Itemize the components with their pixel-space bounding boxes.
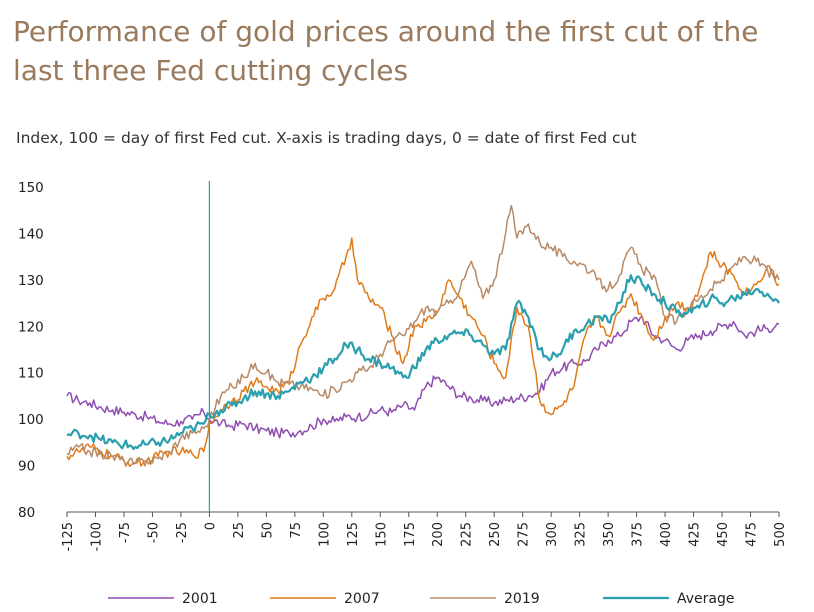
legend-label: 2007 bbox=[344, 591, 380, 607]
x-tick-label: 25 bbox=[232, 522, 247, 539]
chart-title: Performance of gold prices around the fi… bbox=[13, 15, 759, 87]
x-tick-label: 325 bbox=[574, 522, 589, 547]
x-tick-label: -25 bbox=[175, 522, 190, 543]
x-tick-label: 225 bbox=[460, 522, 475, 547]
x-tick-label: 0 bbox=[203, 522, 218, 530]
series-line-average bbox=[66, 274, 780, 451]
y-tick-label: 80 bbox=[18, 505, 35, 521]
x-tick-label: 300 bbox=[545, 522, 560, 547]
x-tick-label: 400 bbox=[659, 522, 674, 547]
series-lines bbox=[66, 204, 780, 468]
x-tick-label: 500 bbox=[773, 522, 788, 547]
x-tick-label: 100 bbox=[317, 522, 332, 547]
legend-label: Average bbox=[677, 591, 735, 607]
x-tick-label: 50 bbox=[260, 522, 275, 539]
x-tick-label: -100 bbox=[89, 522, 104, 552]
y-tick-label: 120 bbox=[18, 319, 44, 335]
x-tick-label: 475 bbox=[745, 522, 760, 547]
x-tick-label: -125 bbox=[61, 522, 76, 552]
legend: 2001 2007 2019 Average bbox=[108, 591, 735, 607]
x-tick-label: 125 bbox=[346, 522, 361, 547]
x-tick-label: 200 bbox=[431, 522, 446, 547]
y-tick-label: 150 bbox=[18, 180, 44, 196]
x-tick-label: 275 bbox=[517, 522, 532, 547]
x-tick-label: 350 bbox=[602, 522, 617, 547]
x-tick-label: 250 bbox=[488, 522, 503, 547]
x-tick-label: 150 bbox=[374, 522, 389, 547]
x-tick-label: 375 bbox=[631, 522, 646, 547]
axes: 80 90 100 110 120 130 140 150 -125 -100 -75 -50 -25 0… bbox=[18, 180, 788, 552]
series-line-2019 bbox=[66, 204, 780, 467]
chart-subtitle: Index, 100 = day of first Fed cut. X-axi… bbox=[16, 129, 637, 147]
y-tick-label: 110 bbox=[18, 366, 44, 382]
legend-label: 2019 bbox=[504, 591, 540, 607]
y-tick-label: 100 bbox=[18, 412, 44, 428]
series-line-2001 bbox=[66, 316, 780, 439]
y-tick-label: 130 bbox=[18, 273, 44, 289]
x-tick-label: 75 bbox=[289, 522, 304, 539]
x-tick-label: 175 bbox=[403, 522, 418, 547]
y-tick-label: 140 bbox=[18, 226, 44, 242]
legend-label: 2001 bbox=[182, 591, 218, 607]
x-tick-label: 450 bbox=[716, 522, 731, 547]
x-tick-label: -75 bbox=[118, 522, 133, 543]
y-tick-label: 90 bbox=[18, 459, 35, 475]
x-tick-label: -50 bbox=[146, 522, 161, 543]
series-line-2007 bbox=[66, 237, 780, 468]
x-tick-label: 425 bbox=[688, 522, 703, 547]
